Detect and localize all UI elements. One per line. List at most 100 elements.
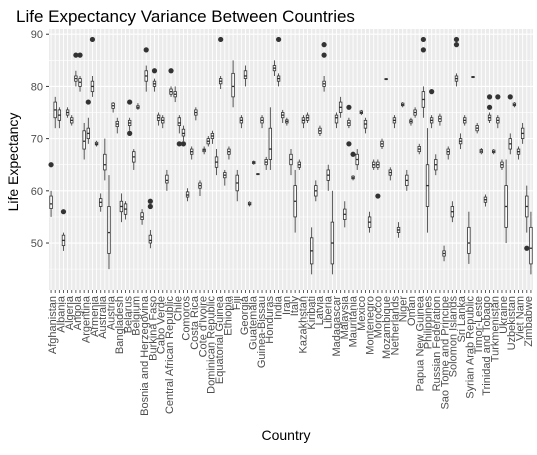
box-layer — [48, 36, 533, 275]
x-tick-label: Timor-Leste — [473, 296, 485, 354]
box-iqr — [148, 234, 153, 244]
box-20 — [127, 99, 133, 136]
box-73 — [346, 104, 352, 147]
x-tick-label: Dominican Republic — [206, 296, 218, 394]
box-62 — [301, 115, 306, 129]
outlier-point — [420, 47, 426, 53]
outlier-point — [48, 162, 54, 168]
box-72 — [343, 201, 347, 228]
x-tick-label: Afghanistan — [47, 296, 59, 354]
box-iqr — [49, 195, 53, 209]
x-tick-label: Sao Tome and Principe — [439, 296, 451, 410]
box-65 — [314, 180, 318, 202]
x-tick-label: Netherlands — [389, 296, 401, 356]
box-32 — [176, 115, 182, 147]
box-iqr — [243, 70, 248, 79]
box-63 — [305, 112, 310, 123]
box-44 — [227, 146, 231, 160]
outlier-point — [321, 42, 327, 48]
y-axis-ticks: 50 60 70 80 90 — [31, 29, 49, 250]
outlier-point — [147, 203, 153, 210]
box-107 — [486, 94, 493, 123]
outlier-point — [429, 89, 435, 95]
x-tick-label: Niger — [398, 296, 410, 323]
outlier-point — [486, 104, 493, 110]
box-106 — [483, 194, 488, 207]
x-tick-label: Madagascar — [331, 296, 343, 357]
box-49 — [247, 201, 252, 207]
outlier-point — [495, 94, 501, 100]
x-tick-label: Belgium — [131, 296, 143, 336]
x-tick-label: Fiji — [231, 296, 243, 310]
box-4 — [60, 209, 67, 251]
box-46 — [235, 169, 239, 202]
x-tick-label: Kazakhstan — [298, 296, 310, 353]
box-61 — [297, 159, 301, 170]
x-tick-label: Solomon Islands — [448, 296, 460, 378]
box-110 — [500, 159, 504, 170]
x-tick-label: Chile — [172, 296, 184, 321]
box-71 — [338, 96, 343, 118]
box-23 — [140, 209, 144, 225]
box-57 — [281, 109, 285, 123]
y-tick-label: 60 — [31, 186, 43, 198]
x-tick-label: India — [273, 295, 285, 320]
box-34 — [185, 188, 190, 202]
box-74 — [350, 151, 356, 181]
box-116 — [524, 185, 530, 251]
box-56 — [275, 36, 282, 87]
box-64 — [310, 227, 314, 275]
box-9 — [82, 122, 86, 160]
x-tick-label: Italy — [289, 296, 301, 317]
box-11 — [89, 36, 96, 97]
box-iqr — [103, 153, 107, 171]
outlier-point — [73, 52, 79, 58]
x-tick-label: Mauritania — [348, 295, 360, 347]
outlier-point — [218, 36, 224, 43]
box-82 — [384, 78, 388, 81]
box-33 — [180, 125, 187, 147]
box-14 — [103, 138, 107, 181]
box-iqr — [231, 72, 235, 98]
box-38 — [202, 146, 206, 155]
y-tick-label: 70 — [31, 134, 43, 146]
x-tick-label: Montenegro — [364, 296, 376, 355]
x-tick-label: Sri Lanka — [456, 295, 468, 342]
x-tick-label: Belarus — [122, 296, 134, 334]
box-43 — [223, 169, 227, 186]
box-48 — [243, 65, 248, 87]
box-17 — [115, 117, 119, 134]
box-27 — [156, 112, 161, 126]
box-97 — [446, 146, 450, 160]
x-axis-title: Country — [261, 427, 310, 443]
box-102 — [467, 211, 471, 264]
x-tick-label: Australia — [97, 295, 109, 339]
box-84 — [392, 115, 397, 129]
box-115 — [520, 122, 525, 144]
box-92 — [425, 128, 430, 233]
x-tick-label: Angola — [72, 295, 84, 330]
box-77 — [363, 117, 368, 134]
x-tick-label: Honduras — [264, 296, 276, 344]
box-96 — [442, 245, 446, 262]
box-100 — [458, 133, 463, 150]
box-55 — [272, 60, 277, 76]
box-31 — [173, 86, 177, 103]
box-iqr — [334, 114, 339, 124]
box-iqr — [177, 117, 181, 126]
x-tick-label: Mozambique — [381, 296, 393, 359]
box-68 — [326, 164, 330, 191]
box-3 — [57, 107, 62, 129]
x-tick-label: Argentina — [81, 295, 93, 343]
box-8 — [77, 52, 83, 92]
box-2 — [53, 96, 57, 129]
x-tick-label: Kiribati — [306, 296, 318, 330]
x-tick-label: Cote d'Ivoire — [197, 296, 209, 357]
outlier-point — [60, 209, 67, 215]
box-29 — [165, 169, 169, 191]
x-tick-label: Armenia — [89, 295, 101, 337]
y-tick-label: 80 — [31, 81, 43, 93]
box-47 — [239, 115, 244, 129]
